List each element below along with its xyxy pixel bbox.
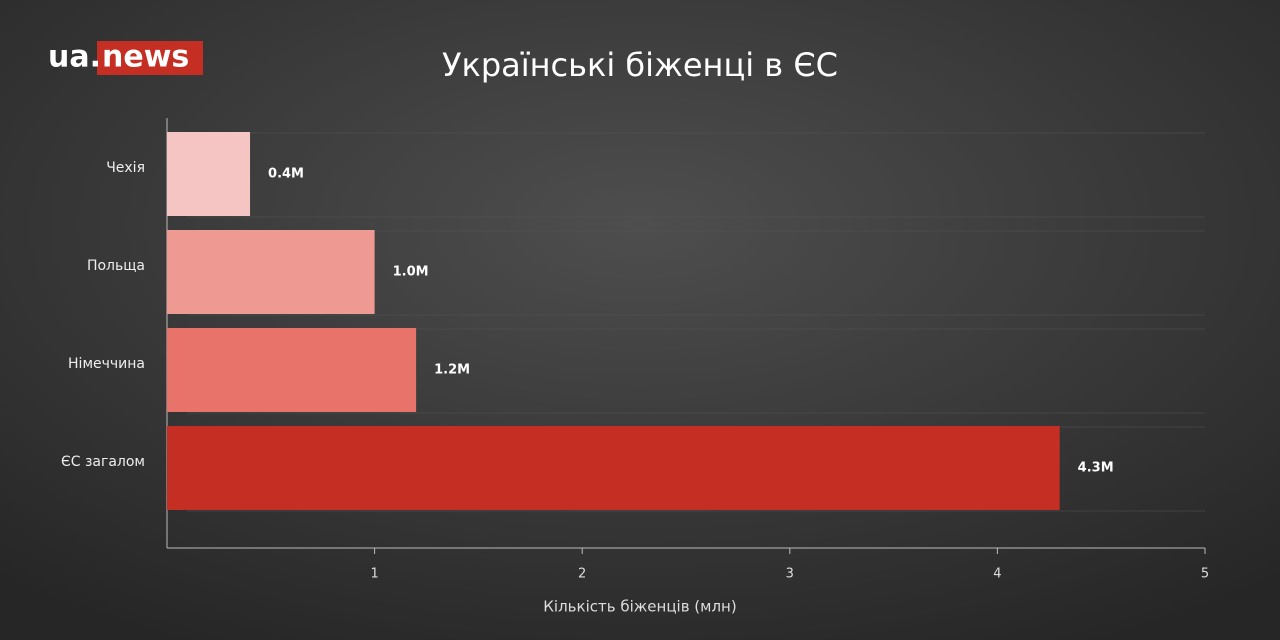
bar xyxy=(167,230,375,314)
bar xyxy=(167,426,1060,510)
x-axis-label: Кількість біженців (млн) xyxy=(543,598,736,616)
y-tick-label: Німеччина xyxy=(68,356,145,372)
x-tick-label: 4 xyxy=(993,567,1001,582)
value-label: 4.3M xyxy=(1078,461,1114,476)
chart-title: Українські біженці в ЄС xyxy=(442,46,838,84)
x-tick-label: 1 xyxy=(370,567,378,582)
value-label: 1.0M xyxy=(393,265,429,280)
bar xyxy=(167,132,251,216)
logo-name: news xyxy=(102,40,189,75)
bar xyxy=(167,328,417,412)
x-tick-label: 2 xyxy=(578,567,586,582)
x-tick-label: 5 xyxy=(1201,567,1209,582)
y-tick-label: Чехія xyxy=(106,160,145,176)
y-tick-label: ЄС загалом xyxy=(61,454,145,470)
value-label: 1.2M xyxy=(434,363,470,378)
x-tick-label: 3 xyxy=(786,567,794,582)
logo-prefix: ua. xyxy=(48,40,101,75)
value-label: 0.4M xyxy=(268,167,304,182)
logo-box xyxy=(97,41,203,75)
y-tick-label: Польща xyxy=(87,258,145,274)
